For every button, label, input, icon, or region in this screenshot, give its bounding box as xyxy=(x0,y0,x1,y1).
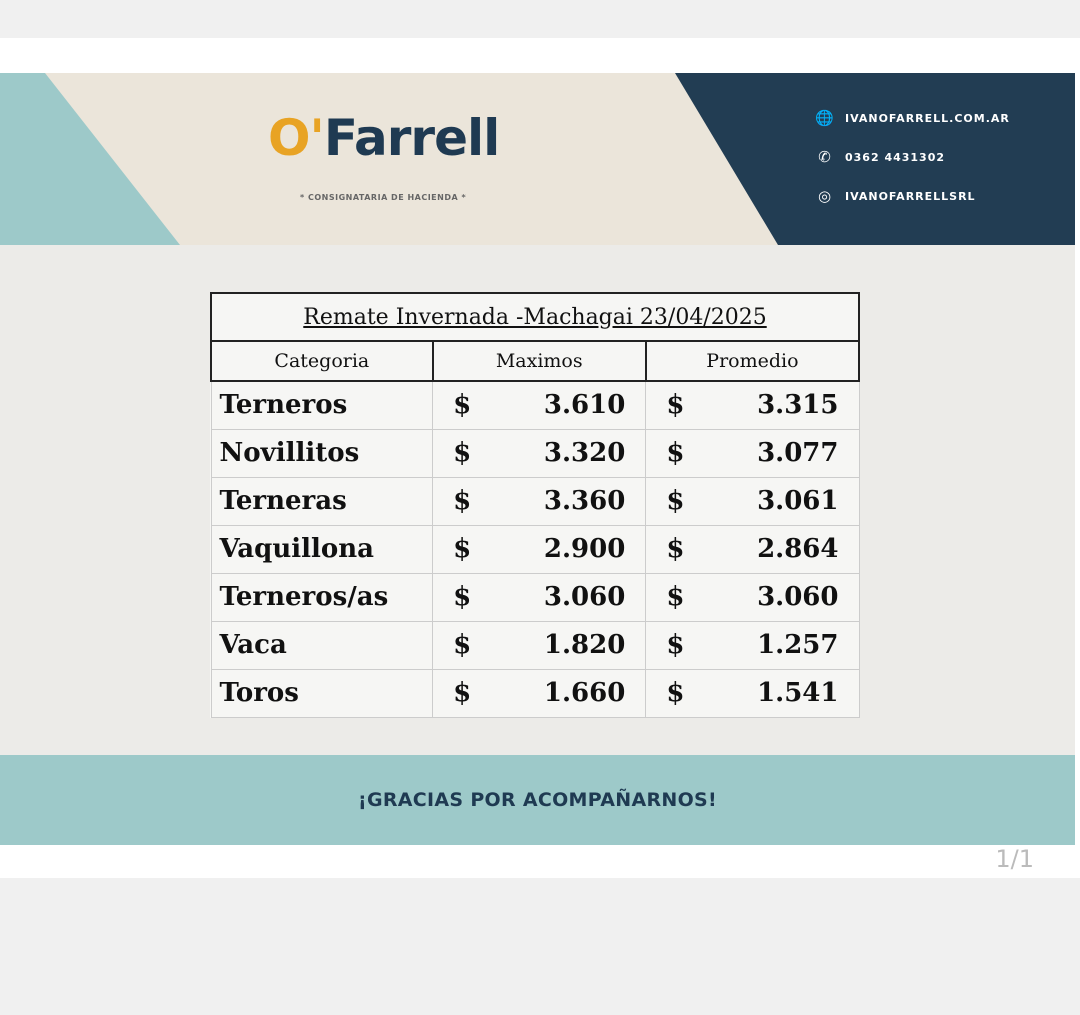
maximo-cell: $1.660 xyxy=(432,668,647,718)
contact-phone: ✆ 0362 4431302 xyxy=(815,148,945,166)
promedio-cell: $2.864 xyxy=(645,524,860,574)
promedio-value: 3.061 xyxy=(757,486,839,516)
table-row: Terneros/as $3.060 $3.060 xyxy=(210,572,860,622)
promedio-value: 3.060 xyxy=(757,582,839,612)
currency-sign: $ xyxy=(666,678,685,708)
currency-sign: $ xyxy=(666,486,685,516)
category-cell: Toros xyxy=(210,668,434,718)
globe-icon: 🌐 xyxy=(815,109,835,127)
maximo-value: 3.320 xyxy=(543,438,626,468)
currency-sign: $ xyxy=(453,678,472,708)
flyer-header: O'Farrell * CONSIGNATARIA DE HACIENDA * … xyxy=(0,73,1075,245)
header-maximos: Maximos xyxy=(431,340,647,382)
flyer-footer: ¡GRACIAS POR ACOMPAÑARNOS! xyxy=(0,755,1075,845)
currency-sign: $ xyxy=(666,438,685,468)
brand-tagline: * CONSIGNATARIA DE HACIENDA * xyxy=(300,193,467,202)
promedio-value: 1.541 xyxy=(757,678,839,708)
promedio-cell: $1.541 xyxy=(645,668,860,718)
currency-sign: $ xyxy=(453,486,472,516)
currency-sign: $ xyxy=(453,390,472,421)
maximo-value: 3.360 xyxy=(543,486,626,516)
maximo-value: 3.610 xyxy=(543,390,626,421)
promedio-cell: $3.061 xyxy=(645,476,860,526)
maximo-cell: $3.610 xyxy=(432,380,647,430)
category-cell: Novillitos xyxy=(210,428,434,478)
currency-sign: $ xyxy=(666,630,685,660)
maximo-value: 1.820 xyxy=(543,630,626,660)
promedio-cell: $3.315 xyxy=(645,380,860,430)
maximo-cell: $1.820 xyxy=(432,620,647,670)
currency-sign: $ xyxy=(453,438,472,468)
category-cell: Vaca xyxy=(210,620,434,670)
table-row: Vaquillona $2.900 $2.864 xyxy=(210,524,860,574)
header-shapes xyxy=(0,73,1075,245)
brand-logo: O'Farrell xyxy=(268,109,500,167)
currency-sign: $ xyxy=(453,630,472,660)
price-table: Remate Invernada -Machagai 23/04/2025 Ca… xyxy=(210,292,861,718)
promedio-value: 3.315 xyxy=(757,390,839,421)
header-promedio: Promedio xyxy=(644,340,861,382)
currency-sign: $ xyxy=(453,534,472,564)
promedio-value: 3.077 xyxy=(757,438,839,468)
flyer-image: O'Farrell * CONSIGNATARIA DE HACIENDA * … xyxy=(0,73,1075,845)
currency-sign: $ xyxy=(666,390,685,421)
thanks-text: ¡GRACIAS POR ACOMPAÑARNOS! xyxy=(358,789,717,811)
table-row: Terneros $3.610 $3.315 xyxy=(210,380,860,430)
table-title: Remate Invernada -Machagai 23/04/2025 xyxy=(210,292,860,342)
phone-icon: ✆ xyxy=(818,148,832,166)
header-categoria: Categoria xyxy=(210,340,434,382)
maximo-cell: $3.060 xyxy=(432,572,647,622)
table-row: Toros $1.660 $1.541 xyxy=(210,668,860,718)
currency-sign: $ xyxy=(666,582,685,612)
promedio-cell: $3.077 xyxy=(645,428,860,478)
instagram-icon: ◎ xyxy=(817,187,833,205)
promedio-value: 2.864 xyxy=(757,534,839,564)
promedio-cell: $3.060 xyxy=(645,572,860,622)
currency-sign: $ xyxy=(453,582,472,612)
maximo-value: 3.060 xyxy=(543,582,626,612)
contact-instagram: ◎ IVANOFARRELLSRL xyxy=(815,187,976,205)
maximo-value: 1.660 xyxy=(543,678,626,708)
table-row: Novillitos $3.320 $3.077 xyxy=(210,428,860,478)
table-row: Vaca $1.820 $1.257 xyxy=(210,620,860,670)
promedio-cell: $1.257 xyxy=(645,620,860,670)
maximo-cell: $3.360 xyxy=(432,476,647,526)
maximo-value: 2.900 xyxy=(543,534,626,564)
table-row: Terneras $3.360 $3.061 xyxy=(210,476,860,526)
maximo-cell: $3.320 xyxy=(432,428,647,478)
category-cell: Terneras xyxy=(210,476,434,526)
category-cell: Terneros/as xyxy=(210,572,434,622)
currency-sign: $ xyxy=(666,534,685,564)
page-indicator: 1/1 xyxy=(995,845,1034,873)
category-cell: Terneros xyxy=(210,380,434,430)
promedio-value: 1.257 xyxy=(757,630,839,660)
contact-website: 🌐 IVANOFARRELL.COM.AR xyxy=(815,109,1010,127)
maximo-cell: $2.900 xyxy=(432,524,647,574)
category-cell: Vaquillona xyxy=(210,524,434,574)
